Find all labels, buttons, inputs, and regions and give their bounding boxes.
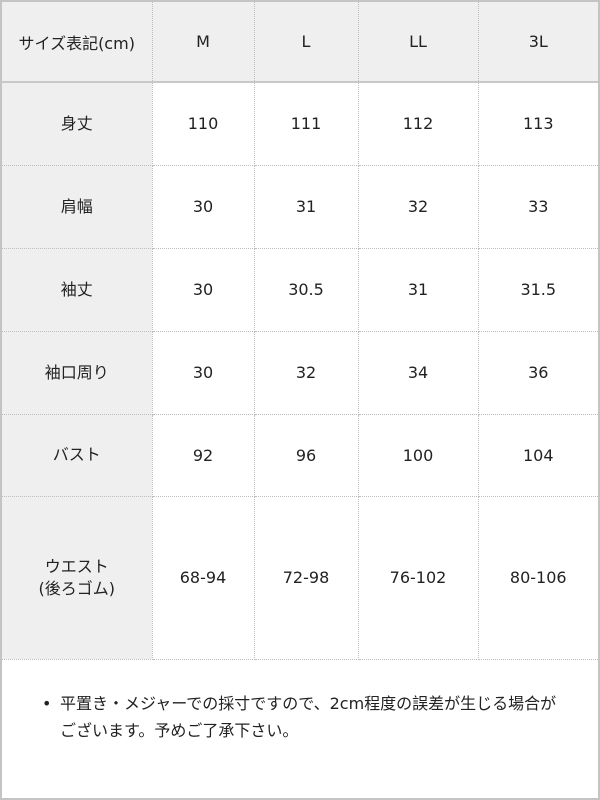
- table-row: 肩幅 30 31 32 33: [2, 165, 598, 249]
- cell: 68-94: [152, 496, 255, 660]
- measurement-note: • 平置き・メジャーでの採寸ですので、2cm程度の誤差が生じる場合がございます。…: [42, 690, 572, 744]
- row-label-line2: (後ろゴム): [38, 578, 116, 598]
- row-label: ウエスト (後ろゴム): [2, 496, 153, 660]
- cell: 31: [254, 165, 359, 249]
- table-row: 袖丈 30 30.5 31 31.5: [2, 248, 598, 332]
- row-label: バスト: [2, 414, 153, 497]
- header-size-m: M: [152, 2, 255, 83]
- cell: 80-106: [478, 496, 598, 660]
- size-table: サイズ表記(cm) M L LL 3L 身丈 110 111 112 113 肩…: [2, 2, 598, 660]
- cell: 76-102: [358, 496, 479, 660]
- cell: 111: [254, 82, 359, 166]
- cell: 113: [478, 82, 598, 166]
- row-label: 袖口周り: [2, 331, 153, 415]
- cell: 96: [254, 414, 359, 497]
- cell: 100: [358, 414, 479, 497]
- header-size-3l: 3L: [478, 2, 598, 83]
- table-row: 袖口周り 30 32 34 36: [2, 331, 598, 415]
- cell: 30: [152, 331, 255, 415]
- header-size-ll: LL: [358, 2, 479, 83]
- cell: 32: [254, 331, 359, 415]
- cell: 72-98: [254, 496, 359, 660]
- cell: 92: [152, 414, 255, 497]
- cell: 30.5: [254, 248, 359, 332]
- cell: 31.5: [478, 248, 598, 332]
- note-text: 平置き・メジャーでの採寸ですので、2cm程度の誤差が生じる場合がございます。予め…: [60, 694, 557, 740]
- cell: 104: [478, 414, 598, 497]
- cell: 110: [152, 82, 255, 166]
- cell: 31: [358, 248, 479, 332]
- header-row: サイズ表記(cm) M L LL 3L: [2, 2, 598, 83]
- bullet-icon: •: [42, 694, 52, 713]
- row-label: 身丈: [2, 82, 153, 166]
- header-size-l: L: [254, 2, 359, 83]
- cell: 34: [358, 331, 479, 415]
- row-label: 袖丈: [2, 248, 153, 332]
- cell: 30: [152, 248, 255, 332]
- cell: 30: [152, 165, 255, 249]
- cell: 33: [478, 165, 598, 249]
- table-row: 身丈 110 111 112 113: [2, 82, 598, 166]
- cell: 32: [358, 165, 479, 249]
- row-label: 肩幅: [2, 165, 153, 249]
- header-size-label: サイズ表記(cm): [2, 2, 153, 83]
- table-row: ウエスト (後ろゴム) 68-94 72-98 76-102 80-106: [2, 496, 598, 660]
- cell: 36: [478, 331, 598, 415]
- table-row: バスト 92 96 100 104: [2, 414, 598, 497]
- cell: 112: [358, 82, 479, 166]
- row-label-line1: ウエスト: [44, 556, 109, 576]
